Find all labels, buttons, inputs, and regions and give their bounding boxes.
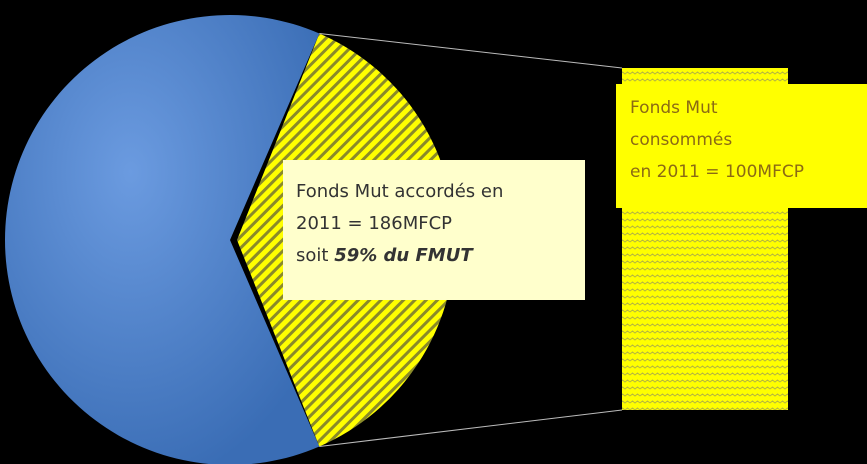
annotation-box — [283, 160, 585, 300]
annotation: en 2011 = 100MFCP — [630, 162, 804, 182]
plot — [4, 15, 788, 464]
annotation-box — [616, 84, 867, 208]
annotation: 2011 = 186MFCP — [296, 213, 452, 234]
connector — [319, 409, 623, 447]
annotation: Fonds Mut accordés en — [296, 181, 503, 202]
annotation: Fonds Mut — [630, 98, 718, 118]
annotation: soit 59% du FMUT — [296, 245, 474, 266]
annotation: soit — [296, 245, 328, 266]
connector — [319, 33, 623, 69]
annotation: consommés — [630, 130, 732, 150]
pie-slice — [4, 15, 320, 464]
annotation-emphasis: 59% du FMUT — [334, 245, 474, 266]
